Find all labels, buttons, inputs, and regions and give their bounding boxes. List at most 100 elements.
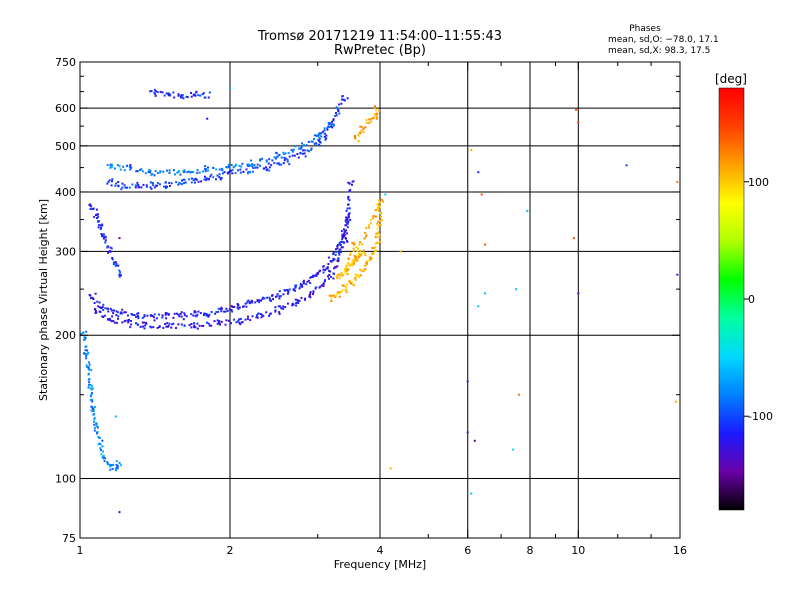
data-point — [375, 241, 378, 244]
data-point — [181, 96, 184, 99]
data-point — [339, 241, 342, 243]
data-point — [376, 241, 379, 244]
data-point — [136, 312, 139, 315]
data-point — [173, 96, 176, 99]
data-point — [344, 272, 347, 275]
data-point — [313, 274, 316, 277]
data-point — [258, 299, 261, 302]
data-point — [362, 249, 365, 252]
data-point — [96, 300, 99, 303]
data-point — [89, 203, 92, 206]
data-point — [288, 155, 291, 158]
data-point — [382, 200, 384, 203]
data-point — [338, 295, 341, 298]
data-point — [331, 295, 334, 298]
chart-subtitle: RwPretec (Bp) — [334, 43, 426, 58]
data-point — [361, 251, 364, 254]
data-point — [96, 213, 99, 216]
data-point — [347, 268, 350, 271]
data-point — [259, 158, 262, 161]
data-point — [135, 170, 138, 173]
data-point — [278, 311, 281, 314]
data-point — [204, 165, 207, 167]
data-point — [368, 118, 371, 121]
isolated-point — [477, 305, 480, 308]
data-point — [314, 287, 317, 290]
data-point — [101, 235, 103, 238]
data-point — [338, 251, 340, 254]
data-point — [378, 201, 381, 204]
data-point — [256, 314, 258, 317]
data-point — [119, 312, 122, 315]
x-axis-label: Frequency [MHz] — [334, 558, 426, 571]
data-point — [282, 305, 285, 308]
data-point — [262, 296, 265, 299]
data-point — [100, 449, 102, 452]
data-point — [91, 385, 93, 388]
data-point — [230, 164, 233, 167]
data-point — [298, 287, 301, 290]
data-point — [377, 224, 380, 227]
data-point — [340, 98, 343, 101]
data-point — [252, 167, 255, 169]
data-point — [118, 269, 121, 272]
data-point — [137, 184, 140, 187]
data-point — [83, 338, 86, 341]
y-tick-label: 750 — [55, 56, 76, 69]
data-point — [375, 112, 378, 115]
data-point — [165, 317, 168, 320]
data-point — [265, 311, 268, 314]
data-point — [338, 253, 341, 256]
data-point — [204, 168, 207, 171]
data-point — [179, 173, 182, 176]
data-point — [233, 318, 236, 321]
data-point — [164, 323, 167, 325]
data-point — [190, 181, 193, 184]
data-point — [358, 252, 361, 255]
data-point — [166, 325, 169, 328]
data-point — [165, 185, 167, 188]
data-point — [294, 298, 297, 301]
data-point — [336, 245, 339, 248]
data-point — [229, 170, 232, 173]
data-point — [295, 302, 298, 304]
data-point — [313, 142, 316, 145]
data-point — [119, 168, 122, 171]
data-point — [356, 250, 359, 252]
data-point — [360, 270, 363, 273]
data-point — [102, 457, 105, 460]
data-point — [93, 429, 96, 432]
data-point — [149, 170, 152, 172]
data-point — [144, 172, 147, 175]
data-point — [215, 311, 218, 313]
data-point — [110, 184, 113, 187]
data-point — [167, 94, 170, 97]
y-tick-label: 75 — [62, 532, 76, 545]
data-point — [162, 170, 165, 173]
data-point — [299, 285, 302, 288]
data-point — [342, 241, 345, 244]
data-point — [108, 250, 111, 253]
data-point — [116, 465, 119, 468]
data-point — [332, 118, 335, 121]
data-point — [126, 186, 128, 189]
data-point — [340, 102, 343, 105]
data-point — [113, 261, 116, 264]
data-point — [252, 170, 254, 173]
data-point — [111, 258, 114, 261]
data-point — [257, 312, 260, 315]
data-point — [82, 331, 85, 334]
data-point — [99, 443, 102, 446]
stats-heading: Phases — [629, 24, 661, 34]
stats-x-line: mean, sd,X: 98.3, 17.5 — [608, 46, 710, 56]
data-point — [101, 445, 104, 448]
data-point — [86, 349, 89, 352]
data-point — [87, 351, 90, 354]
data-point — [218, 320, 221, 323]
data-point — [305, 144, 308, 147]
data-point — [286, 160, 289, 163]
data-point — [111, 468, 114, 470]
data-point — [357, 140, 360, 142]
data-point — [346, 240, 348, 243]
data-point — [242, 305, 244, 308]
